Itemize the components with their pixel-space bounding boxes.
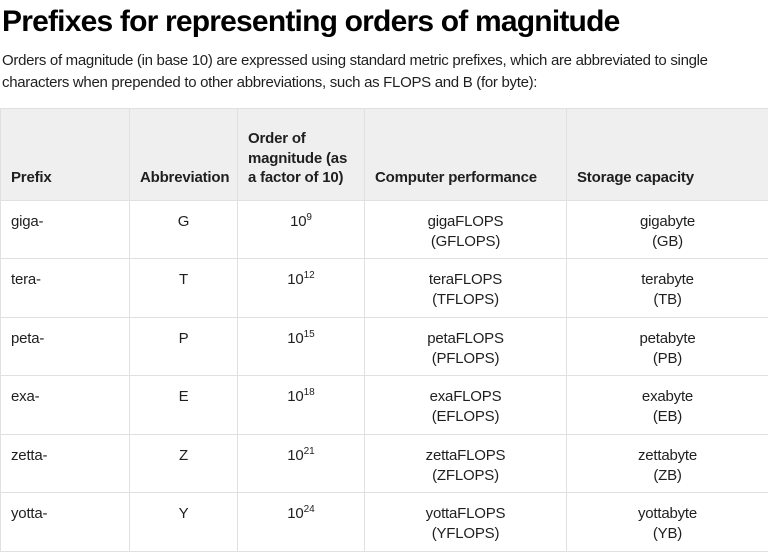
prefix-cell: giga- [1, 200, 130, 259]
magnitude-base: 10 [287, 447, 303, 464]
magnitude-cell: 109 [238, 200, 365, 259]
performance-abbr: (GFLOPS) [375, 232, 556, 252]
performance-abbr: (YFLOPS) [375, 524, 556, 544]
storage-cell: yottabyte (YB) [567, 493, 768, 552]
magnitude-cell: 1018 [238, 376, 365, 435]
magnitude-exponent: 12 [304, 270, 315, 281]
performance-name: petaFLOPS [375, 329, 556, 349]
performance-abbr: (ZFLOPS) [375, 466, 556, 486]
prefix-cell: zetta- [1, 434, 130, 493]
magnitude-base: 10 [290, 213, 306, 230]
storage-cell: gigabyte (GB) [567, 200, 768, 259]
prefix-cell: peta- [1, 317, 130, 376]
performance-name: gigaFLOPS [375, 212, 556, 232]
prefix-cell: exa- [1, 376, 130, 435]
magnitude-base: 10 [287, 505, 303, 522]
table-row-exa: exa- E 1018 exaFLOPS (EFLOPS) exabyte (E… [1, 376, 768, 435]
storage-name: petabyte [577, 329, 758, 349]
performance-abbr: (TFLOPS) [375, 290, 556, 310]
magnitude-exponent: 21 [304, 446, 315, 457]
storage-name: gigabyte [577, 212, 758, 232]
storage-abbr: (YB) [577, 524, 758, 544]
table-row-zetta: zetta- Z 1021 zettaFLOPS (ZFLOPS) zettab… [1, 434, 768, 493]
storage-cell: petabyte (PB) [567, 317, 768, 376]
abbreviation-cell: Z [130, 434, 238, 493]
storage-abbr: (EB) [577, 407, 758, 427]
prefix-cell: tera- [1, 259, 130, 318]
storage-name: yottabyte [577, 504, 758, 524]
performance-name: exaFLOPS [375, 387, 556, 407]
abbreviation-cell: Y [130, 493, 238, 552]
article-page: Prefixes for representing orders of magn… [0, 5, 768, 552]
prefix-cell: yotta- [1, 493, 130, 552]
magnitude-cell: 1024 [238, 493, 365, 552]
column-header-storage-capacity: Storage capacity [567, 108, 768, 200]
magnitude-exponent: 18 [304, 387, 315, 398]
column-header-prefix: Prefix [1, 108, 130, 200]
storage-abbr: (GB) [577, 232, 758, 252]
storage-name: zettabyte [577, 446, 758, 466]
storage-abbr: (ZB) [577, 466, 758, 486]
performance-name: yottaFLOPS [375, 504, 556, 524]
abbreviation-cell: P [130, 317, 238, 376]
performance-cell: teraFLOPS (TFLOPS) [365, 259, 567, 318]
storage-abbr: (TB) [577, 290, 758, 310]
storage-abbr: (PB) [577, 349, 758, 369]
performance-abbr: (EFLOPS) [375, 407, 556, 427]
column-header-abbreviation: Abbreviation [130, 108, 238, 200]
storage-cell: exabyte (EB) [567, 376, 768, 435]
magnitude-cell: 1015 [238, 317, 365, 376]
storage-name: exabyte [577, 387, 758, 407]
abbreviation-cell: T [130, 259, 238, 318]
prefixes-table: Prefix Abbreviation Order of magnitude (… [0, 108, 768, 552]
performance-cell: petaFLOPS (PFLOPS) [365, 317, 567, 376]
abbreviation-cell: E [130, 376, 238, 435]
performance-abbr: (PFLOPS) [375, 349, 556, 369]
column-header-computer-performance: Computer performance [365, 108, 567, 200]
page-title: Prefixes for representing orders of magn… [2, 5, 768, 40]
storage-name: terabyte [577, 270, 758, 290]
table-header-row: Prefix Abbreviation Order of magnitude (… [1, 108, 768, 200]
magnitude-cell: 1012 [238, 259, 365, 318]
table-row-giga: giga- G 109 gigaFLOPS (GFLOPS) gigabyte … [1, 200, 768, 259]
performance-name: teraFLOPS [375, 270, 556, 290]
performance-cell: zettaFLOPS (ZFLOPS) [365, 434, 567, 493]
column-header-order-of-magnitude: Order of magnitude (as a factor of 10) [238, 108, 365, 200]
table-row-tera: tera- T 1012 teraFLOPS (TFLOPS) terabyte… [1, 259, 768, 318]
performance-name: zettaFLOPS [375, 446, 556, 466]
page-description: Orders of magnitude (in base 10) are exp… [2, 50, 762, 95]
performance-cell: exaFLOPS (EFLOPS) [365, 376, 567, 435]
magnitude-base: 10 [287, 330, 303, 347]
storage-cell: terabyte (TB) [567, 259, 768, 318]
storage-cell: zettabyte (ZB) [567, 434, 768, 493]
performance-cell: gigaFLOPS (GFLOPS) [365, 200, 567, 259]
magnitude-base: 10 [287, 388, 303, 405]
magnitude-exponent: 9 [306, 212, 312, 223]
performance-cell: yottaFLOPS (YFLOPS) [365, 493, 567, 552]
table-row-yotta: yotta- Y 1024 yottaFLOPS (YFLOPS) yottab… [1, 493, 768, 552]
magnitude-exponent: 24 [304, 504, 315, 515]
table-row-peta: peta- P 1015 petaFLOPS (PFLOPS) petabyte… [1, 317, 768, 376]
magnitude-base: 10 [287, 271, 303, 288]
magnitude-exponent: 15 [304, 329, 315, 340]
abbreviation-cell: G [130, 200, 238, 259]
magnitude-cell: 1021 [238, 434, 365, 493]
